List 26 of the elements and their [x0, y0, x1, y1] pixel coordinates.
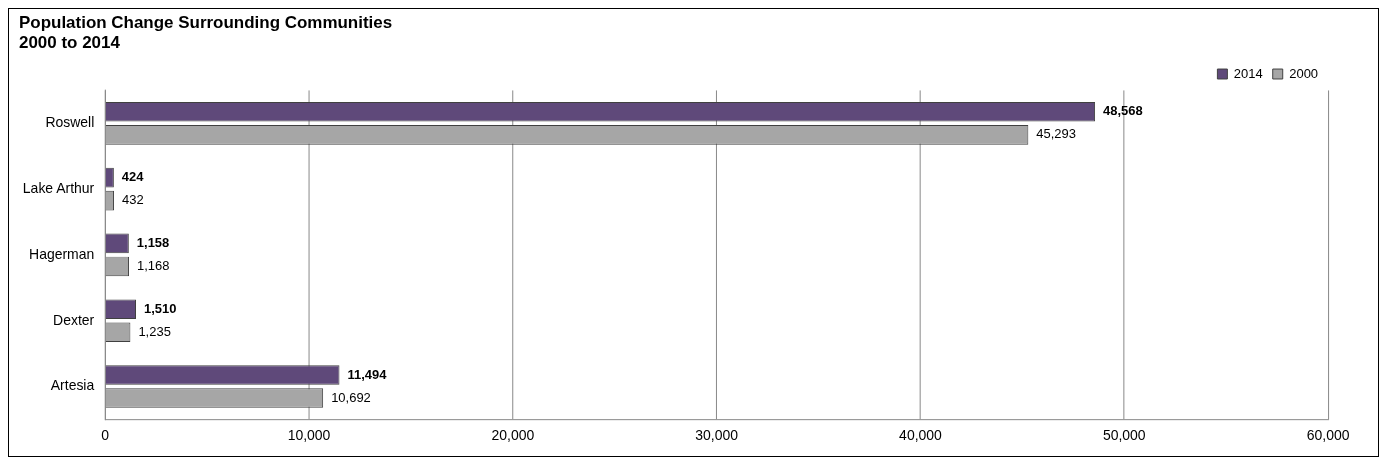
legend-label: 2014 — [1233, 65, 1263, 81]
x-tick-label: 60,000 — [1306, 426, 1350, 443]
data-label: 432 — [122, 192, 144, 208]
x-tick-label: 30,000 — [695, 426, 739, 443]
chart-subtitle: 2000 to 2014 — [18, 33, 121, 53]
x-tick-label: 40,000 — [899, 426, 943, 443]
y-tick-label: Roswell — [45, 114, 95, 131]
data-label: 1,158 — [136, 234, 170, 250]
data-label: 48,568 — [1103, 103, 1143, 119]
x-tick-label: 10,000 — [287, 426, 331, 443]
x-tick-label: 20,000 — [491, 426, 535, 443]
x-tick-label: 50,000 — [1102, 426, 1146, 443]
y-tick-label: Artesia — [50, 377, 95, 394]
data-label: 10,692 — [331, 389, 371, 405]
data-label: 45,293 — [1036, 126, 1077, 142]
y-tick-label: Dexter — [53, 311, 95, 328]
y-tick-label: Hagerman — [29, 245, 95, 262]
y-tick-label: Lake Arthur — [22, 179, 95, 196]
data-label: 11,494 — [347, 366, 388, 382]
chart-title: Population Change Surrounding Communities — [18, 12, 393, 32]
data-label: 1,510 — [143, 300, 177, 316]
data-label: 1,168 — [137, 257, 170, 273]
data-label: 1,235 — [138, 323, 171, 339]
data-label: 424 — [121, 169, 145, 185]
legend-label: 2000 — [1289, 65, 1319, 81]
x-tick-label: 0 — [101, 426, 110, 443]
